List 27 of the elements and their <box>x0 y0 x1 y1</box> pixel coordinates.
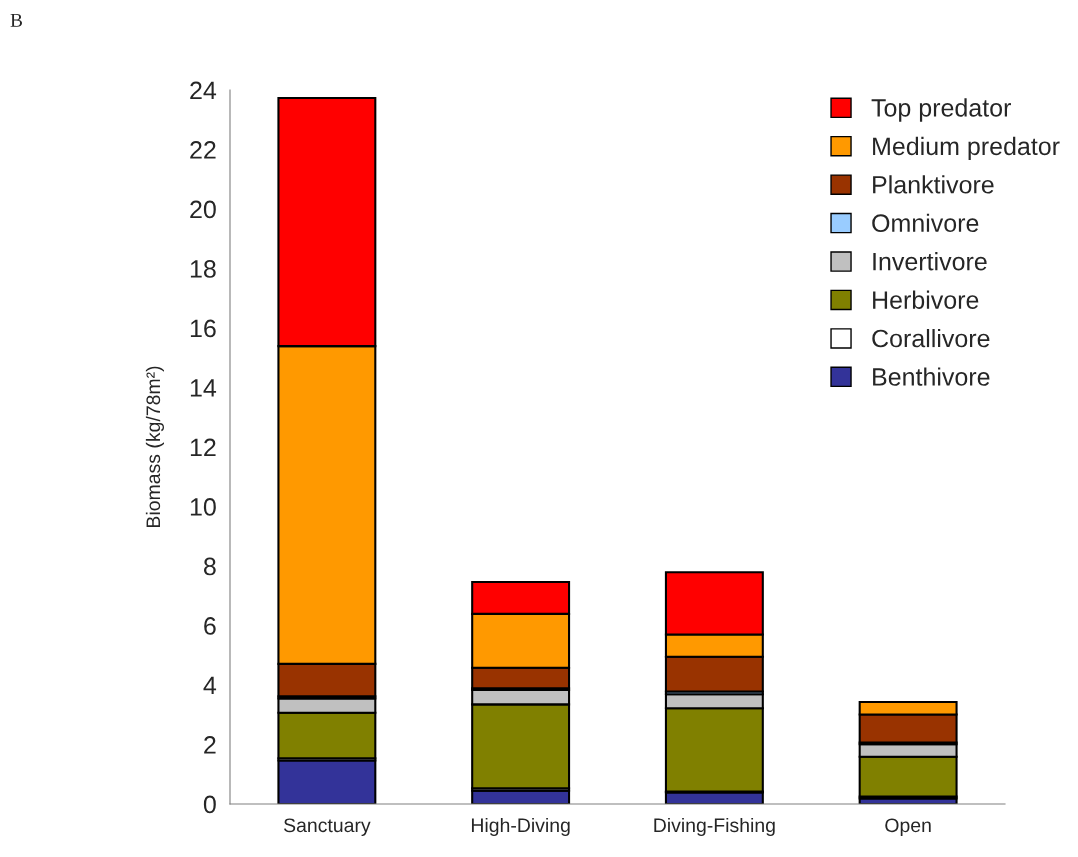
legend-label: Corallivore <box>872 328 990 348</box>
y-tick-label: 16 <box>190 319 216 338</box>
y-tick-label: 2 <box>204 736 216 754</box>
y-tick-label: 4 <box>203 676 217 695</box>
y-axis-title: Biomass (kg/78m²) <box>145 366 164 527</box>
legend-label: Herbivore <box>873 290 979 309</box>
legend-label: Omnivore <box>872 213 979 233</box>
x-tick-label: Diving-Fishing <box>654 817 775 837</box>
y-tick-label: 6 <box>204 617 216 635</box>
y-tick-label: 0 <box>203 795 216 814</box>
legend-label: Benthivore <box>873 367 990 386</box>
y-tick-label: 14 <box>190 379 217 397</box>
text: B <box>10 13 23 27</box>
legend-label: Medium predator <box>873 136 1060 161</box>
legend-label: Planktivore <box>873 175 994 194</box>
y-tick-label: 18 <box>190 260 216 278</box>
x-tick-label: Sanctuary <box>283 818 371 837</box>
legend-label: Invertivore <box>873 252 987 271</box>
legend-label: Top predator <box>871 98 1011 122</box>
y-tick-label: 20 <box>190 200 216 219</box>
y-tick-label: 22 <box>190 141 216 159</box>
y-tick-label: 12 <box>190 438 216 457</box>
y-tick-label: 10 <box>190 498 216 516</box>
x-tick-label: Open <box>885 818 931 837</box>
x-tick-label: High-Diving <box>471 817 570 837</box>
y-tick-label: 8 <box>203 557 216 576</box>
y-tick-label: 24 <box>190 81 217 100</box>
